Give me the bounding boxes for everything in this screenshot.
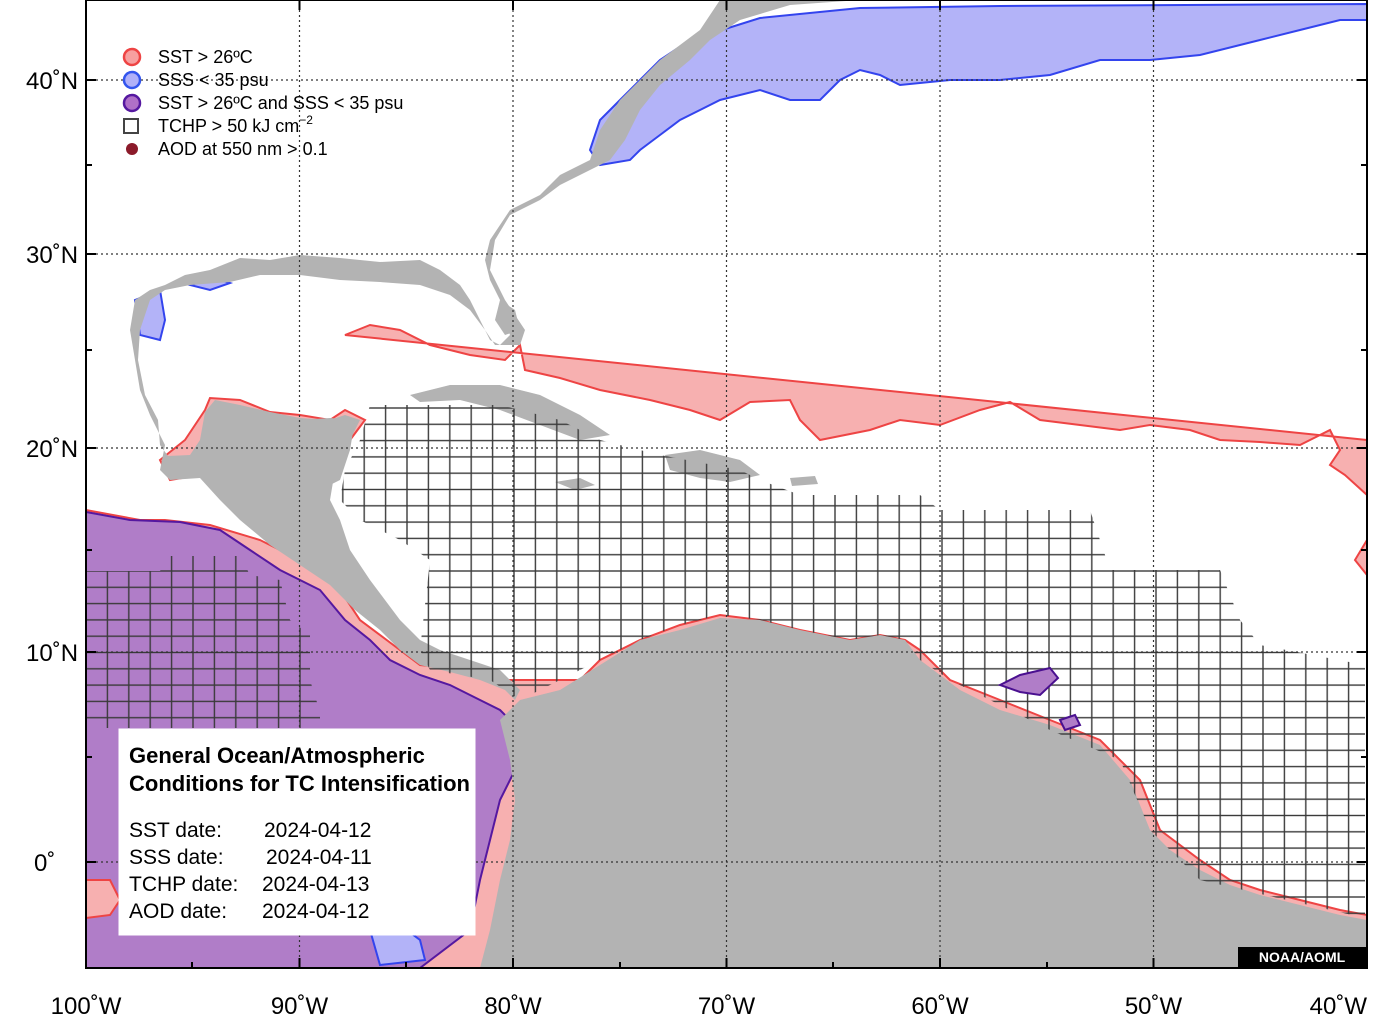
y-tick-label: 0˚: [34, 850, 55, 877]
tick-marks: [86, 0, 1367, 968]
legend: SST > 26ºC SSS < 35 psu SST > 26ºC and S…: [122, 47, 403, 159]
credit-text: NOAA/AOML: [1259, 949, 1346, 965]
legend-label-both: SST > 26ºC and SSS < 35 psu: [158, 93, 403, 113]
aod-legend-icon: [126, 143, 138, 155]
legend-label-tchp-sup: −2: [299, 113, 313, 127]
x-tick-label: 90˚W: [271, 993, 329, 1019]
info-title-line2: Conditions for TC Intensification: [129, 771, 470, 796]
x-tick-label: 40˚W: [1310, 993, 1368, 1019]
sst-date-value: 2024-04-12: [264, 819, 371, 842]
y-tick-label: 10˚N: [26, 640, 78, 667]
x-tick-label: 70˚W: [698, 993, 756, 1019]
x-tick-label: 100˚W: [51, 993, 122, 1019]
sss-date-label: SSS date:: [129, 846, 224, 869]
info-box: General Ocean/Atmospheric Conditions for…: [118, 728, 476, 936]
sss-date-value: 2024-04-11: [266, 846, 372, 869]
x-tick-label: 50˚W: [1125, 993, 1183, 1019]
legend-label-sst: SST > 26ºC: [158, 47, 253, 67]
x-tick-label: 60˚W: [911, 993, 969, 1019]
legend-label-sss: SSS < 35 psu: [158, 70, 269, 90]
credit-badge: [1238, 947, 1366, 967]
legend-label-tchp: TCHP > 50 kJ cm−2: [158, 113, 313, 136]
legend-label-tchp-main: TCHP > 50 kJ cm: [158, 116, 299, 136]
island-outlines: [997, 666, 1060, 697]
tchp-date-value: 2024-04-13: [262, 873, 369, 896]
island-outline-small: [1058, 713, 1082, 732]
sst-region-pacific-south: [86, 879, 122, 920]
sst-legend-icon: [122, 47, 142, 67]
gridlines: [86, 0, 1367, 968]
sst-date-label: SST date:: [129, 819, 222, 842]
aod-date-label: AOD date:: [129, 900, 227, 923]
x-tick-label: 80˚W: [484, 993, 542, 1019]
both-legend-icon: [122, 93, 142, 113]
legend-label-aod: AOD at 550 nm > 0.1: [158, 139, 328, 159]
tchp-legend-icon: [123, 118, 139, 134]
info-title-line1: General Ocean/Atmospheric: [129, 743, 425, 768]
aod-date-value: 2024-04-12: [262, 900, 369, 923]
tchp-date-label: TCHP date:: [129, 873, 238, 896]
x-axis-labels: 100˚W 90˚W 80˚W 70˚W 60˚W 50˚W 40˚W: [51, 993, 1368, 1019]
tchp-region-pacific: [86, 556, 320, 728]
y-tick-label: 30˚N: [26, 242, 78, 269]
tchp-region: [340, 405, 1365, 918]
sss-legend-icon: [122, 70, 142, 90]
y-tick-label: 40˚N: [26, 68, 78, 95]
y-axis-labels: 40˚N 30˚N 20˚N 10˚N 0˚: [26, 68, 78, 877]
y-tick-label: 20˚N: [26, 436, 78, 463]
